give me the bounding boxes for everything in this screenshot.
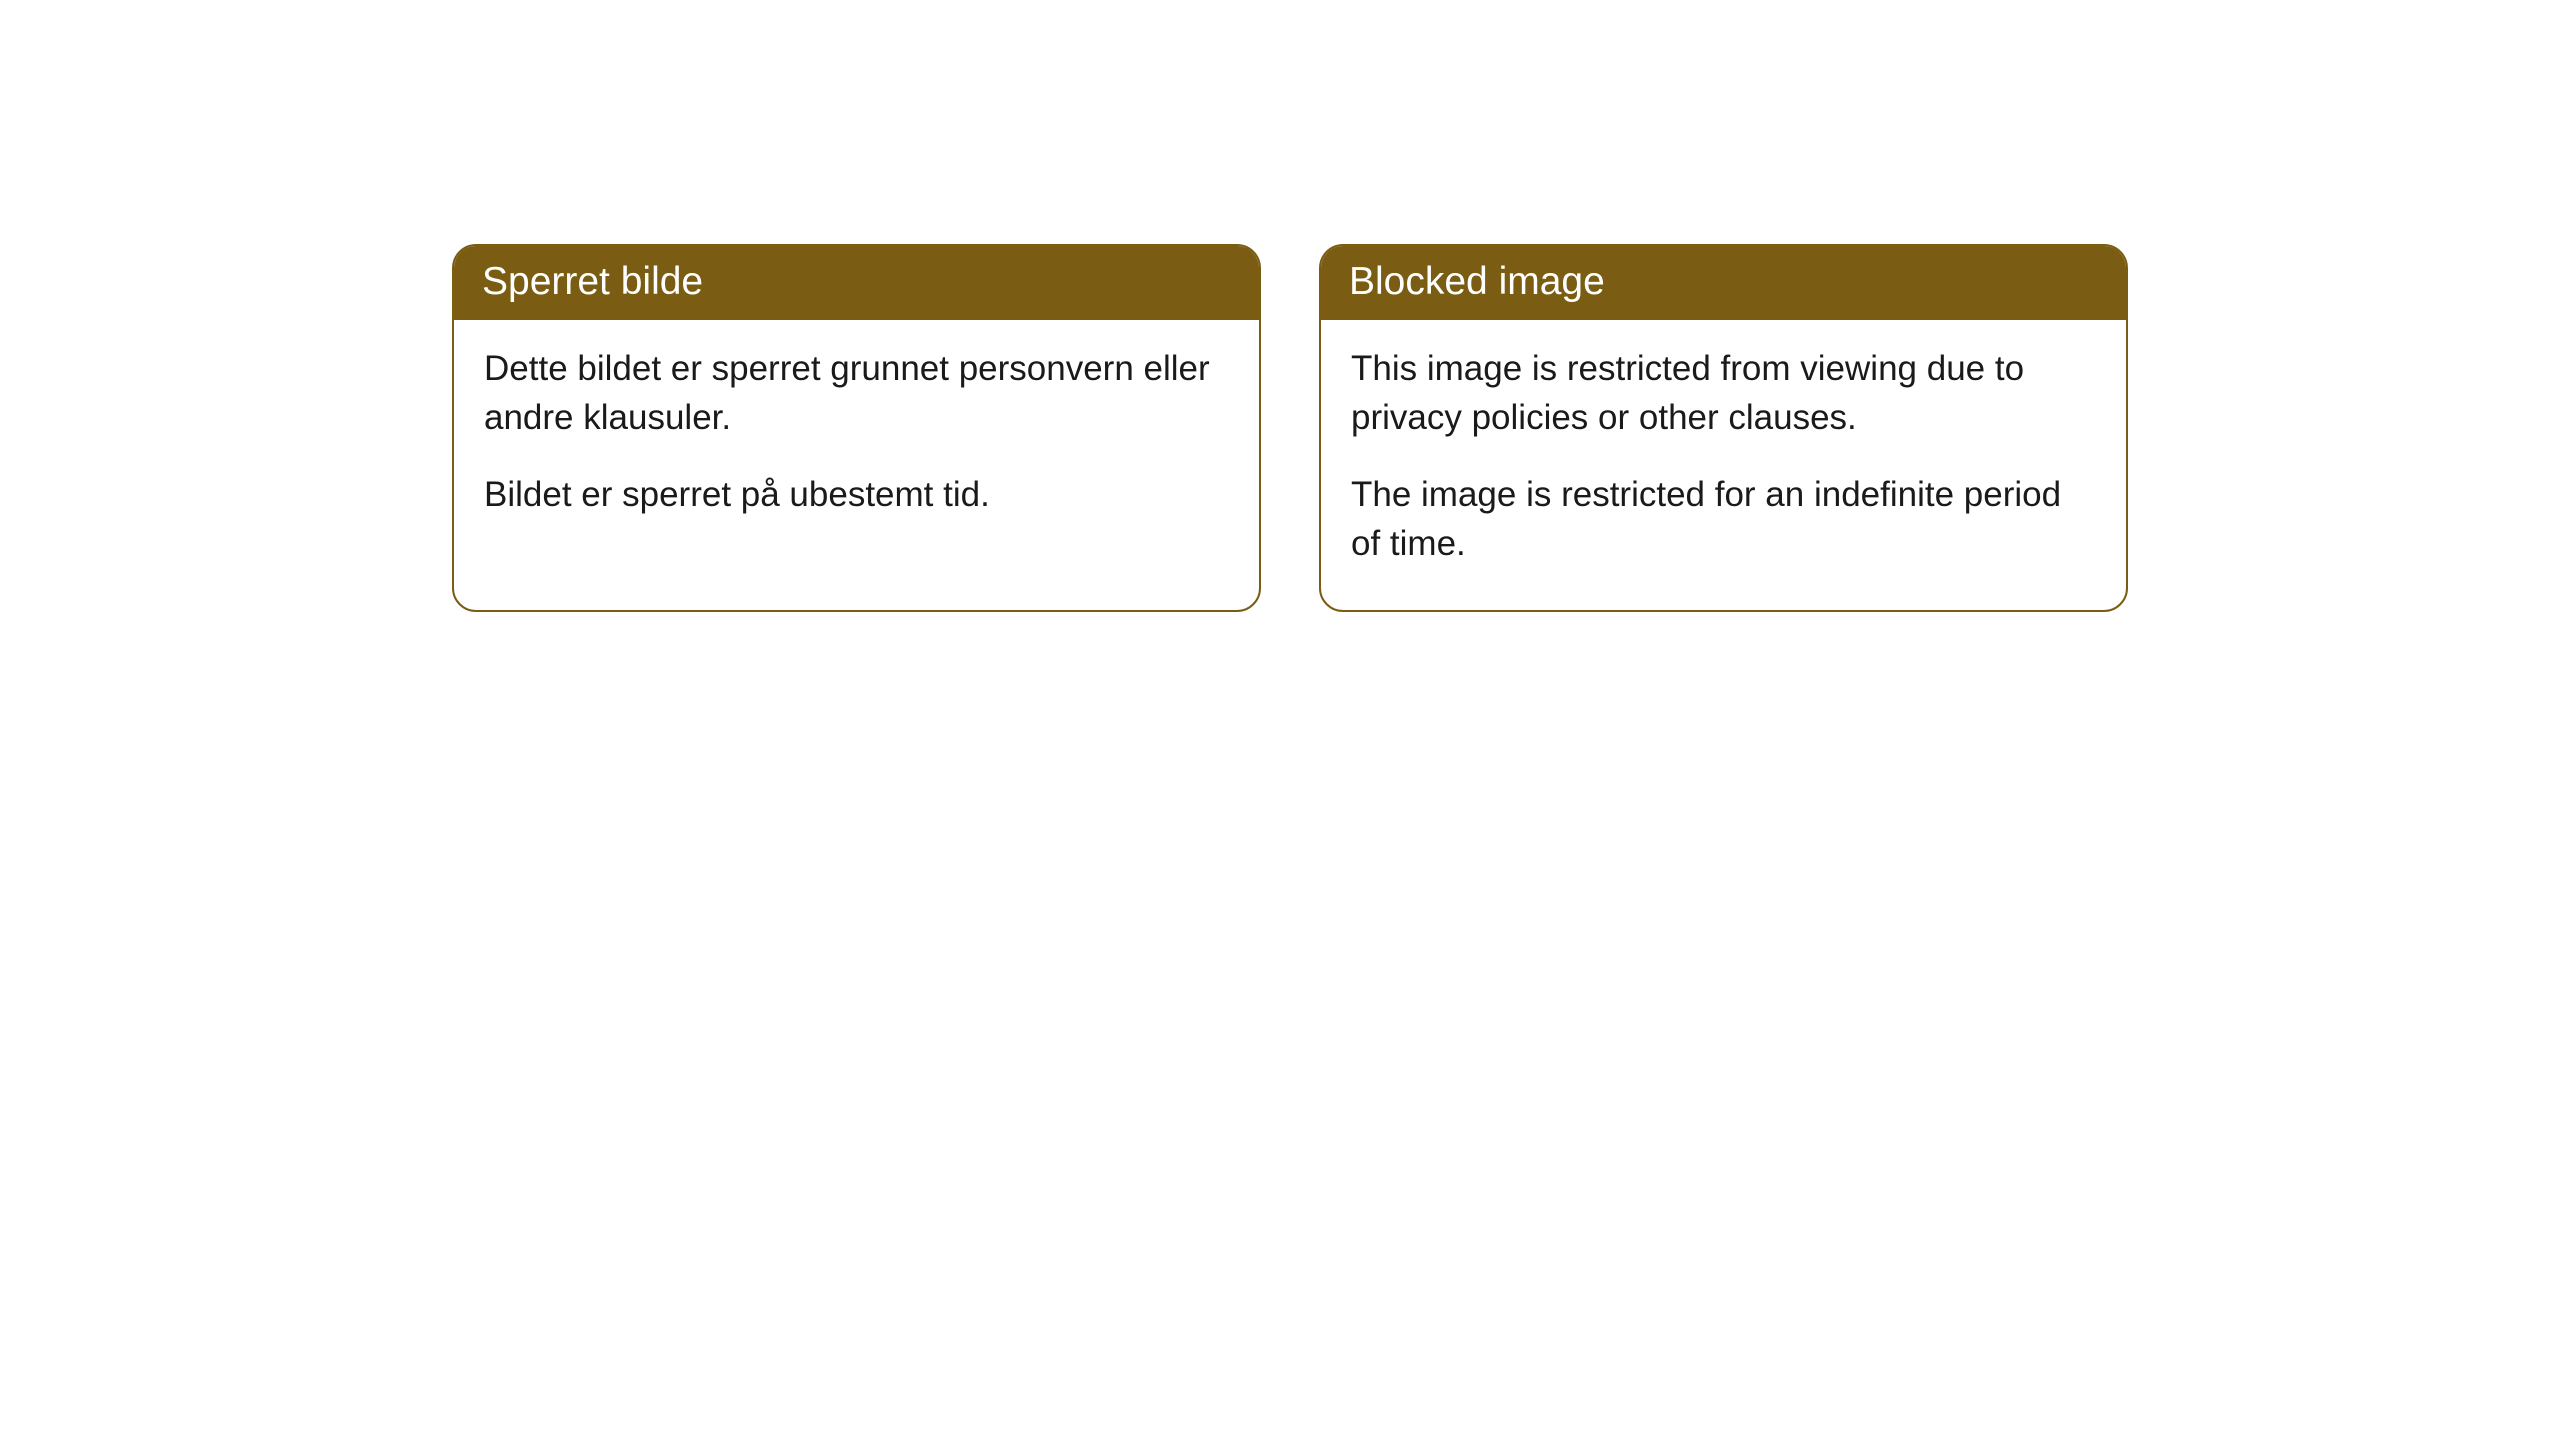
card-paragraph-1-norwegian: Dette bildet er sperret grunnet personve… [484, 344, 1229, 442]
card-header-english: Blocked image [1321, 246, 2126, 320]
cards-container: Sperret bilde Dette bildet er sperret gr… [452, 244, 2128, 612]
card-paragraph-2-norwegian: Bildet er sperret på ubestemt tid. [484, 470, 1229, 519]
blocked-image-card-english: Blocked image This image is restricted f… [1319, 244, 2128, 612]
card-body-english: This image is restricted from viewing du… [1321, 320, 2126, 610]
card-body-norwegian: Dette bildet er sperret grunnet personve… [454, 320, 1259, 561]
card-paragraph-1-english: This image is restricted from viewing du… [1351, 344, 2096, 442]
card-paragraph-2-english: The image is restricted for an indefinit… [1351, 470, 2096, 568]
blocked-image-card-norwegian: Sperret bilde Dette bildet er sperret gr… [452, 244, 1261, 612]
card-header-norwegian: Sperret bilde [454, 246, 1259, 320]
card-title-norwegian: Sperret bilde [482, 260, 703, 303]
card-title-english: Blocked image [1349, 260, 1605, 303]
